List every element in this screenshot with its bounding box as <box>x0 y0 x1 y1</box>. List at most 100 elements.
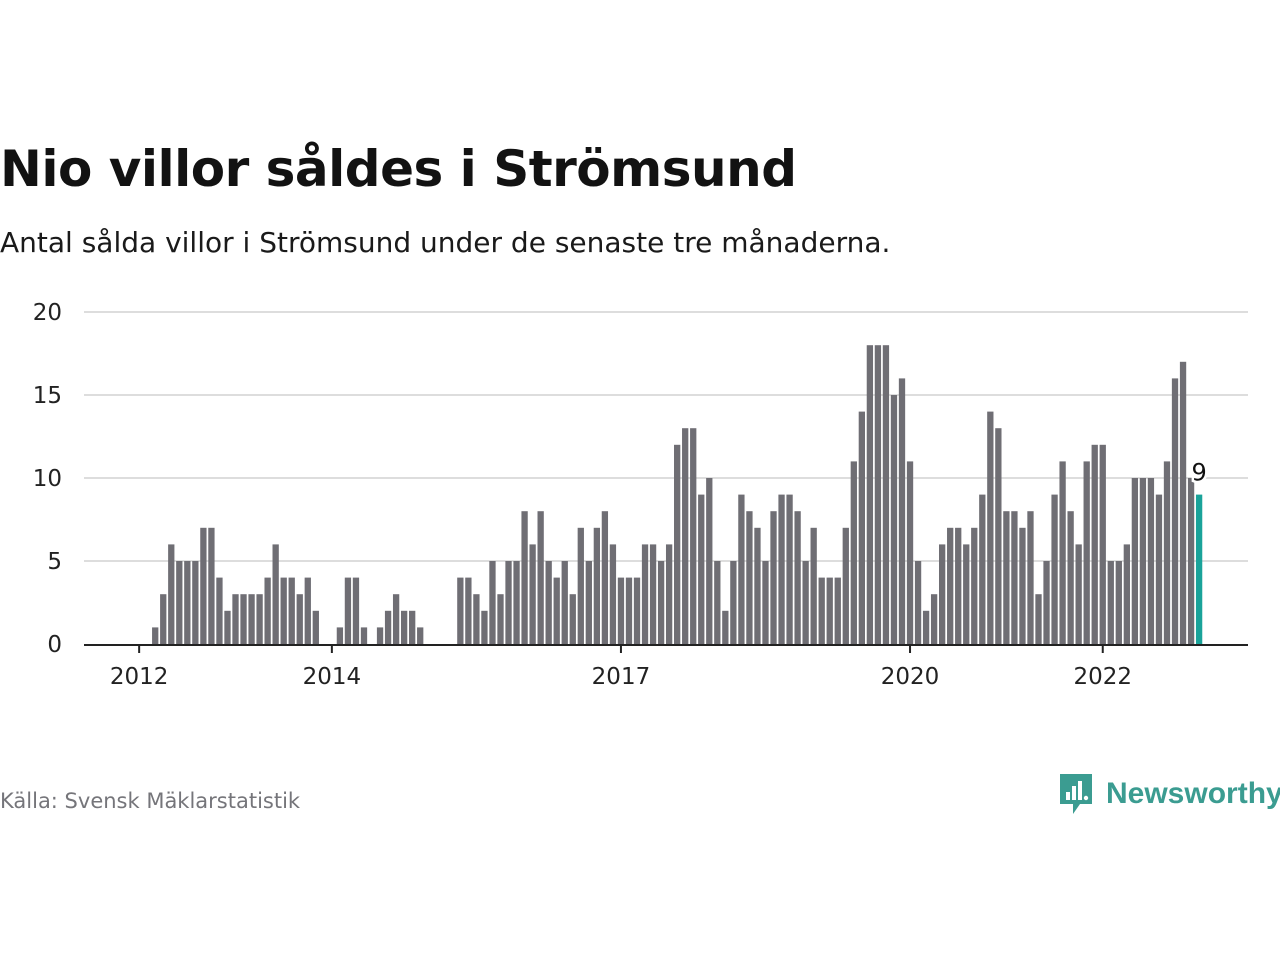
bar <box>537 511 544 644</box>
bar <box>1011 511 1018 644</box>
bar <box>585 561 592 644</box>
bar <box>794 511 801 644</box>
x-tick-label: 2014 <box>303 664 362 690</box>
brand-logo[interactable]: Newsworthy <box>1058 772 1280 816</box>
bar <box>1059 461 1066 644</box>
bar <box>674 444 681 644</box>
bar <box>802 561 809 644</box>
bar <box>834 577 841 644</box>
chart-title: Nio villor såldes i Strömsund <box>0 140 797 198</box>
bar <box>1035 594 1042 644</box>
bar <box>400 610 408 644</box>
bar <box>770 511 777 644</box>
bar <box>890 395 898 644</box>
bar <box>922 610 930 644</box>
bar <box>979 494 986 644</box>
bar <box>1147 478 1155 644</box>
bar <box>360 627 368 644</box>
last-value-label: 9 <box>1191 459 1206 487</box>
bar <box>633 577 641 644</box>
bar <box>489 561 496 644</box>
bar <box>754 527 761 644</box>
bar <box>152 627 159 644</box>
bars <box>152 345 1203 644</box>
y-tick-label: 10 <box>33 466 62 492</box>
bar <box>698 494 705 644</box>
bar <box>625 577 633 644</box>
bar <box>1131 478 1139 644</box>
bar <box>955 527 962 644</box>
bar <box>601 511 609 644</box>
bar <box>826 577 833 644</box>
bar <box>256 594 263 644</box>
bar <box>160 594 167 644</box>
bar <box>417 627 424 644</box>
bar-highlighted <box>1195 494 1203 644</box>
bar-chart-speech-bubble-icon <box>1060 774 1092 814</box>
bar <box>481 610 488 644</box>
bar <box>1115 561 1122 644</box>
bar <box>312 610 319 644</box>
bar <box>577 527 584 644</box>
bar <box>1155 494 1163 644</box>
bar <box>914 561 922 644</box>
x-tick-label: 2017 <box>592 664 651 690</box>
bar <box>392 594 400 644</box>
bar <box>272 544 279 644</box>
bar <box>987 411 994 644</box>
bar <box>1043 561 1050 644</box>
bar <box>240 594 247 644</box>
bar <box>593 527 601 644</box>
bar <box>280 577 287 644</box>
bar <box>248 594 255 644</box>
bar <box>513 561 520 644</box>
bar <box>1107 561 1114 644</box>
bar <box>690 428 697 644</box>
bar <box>995 428 1002 644</box>
bar <box>762 561 769 644</box>
bar <box>682 428 689 644</box>
y-tick-label: 15 <box>33 383 62 409</box>
brand-name: Newsworthy <box>1106 777 1280 810</box>
bar <box>545 561 552 644</box>
bar <box>963 544 970 644</box>
bar <box>232 594 239 644</box>
source-note: Källa: Svensk Mäklarstatistik <box>0 789 301 813</box>
bar <box>714 561 721 644</box>
bar <box>288 577 295 644</box>
bar <box>641 544 649 644</box>
bar <box>304 577 311 644</box>
bar <box>609 544 617 644</box>
bar <box>208 527 215 644</box>
bar <box>882 345 890 644</box>
y-tick-label: 20 <box>33 300 62 326</box>
bar <box>409 610 416 644</box>
bar <box>722 610 729 644</box>
bar <box>376 627 384 644</box>
bar <box>1139 478 1147 644</box>
bar <box>939 544 946 644</box>
y-tick-label: 0 <box>47 632 62 658</box>
bar <box>866 345 874 644</box>
bar <box>786 494 793 644</box>
bar <box>352 577 360 644</box>
bar <box>730 561 737 644</box>
bar-chart: 0 5 10 15 20 9 2012 2014 2017 2020 2022 <box>33 300 1248 690</box>
bar <box>1051 494 1058 644</box>
bar <box>176 561 183 644</box>
bar <box>264 577 271 644</box>
bar <box>1019 527 1026 644</box>
bar <box>1027 511 1034 644</box>
bar <box>738 494 745 644</box>
bar <box>1091 444 1098 644</box>
bar <box>553 577 560 644</box>
bar <box>200 527 207 644</box>
bar <box>1067 511 1074 644</box>
bar <box>1003 511 1010 644</box>
bar <box>505 561 512 644</box>
bar <box>778 494 785 644</box>
bar <box>216 577 223 644</box>
bar <box>947 527 954 644</box>
bar <box>1163 461 1171 644</box>
bar <box>657 561 665 644</box>
